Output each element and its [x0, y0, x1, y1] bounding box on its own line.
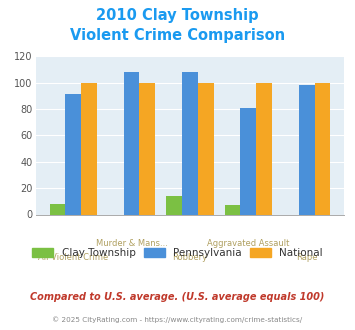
Bar — [225, 205, 240, 214]
Text: All Violent Crime: All Violent Crime — [38, 253, 108, 262]
Bar — [182, 72, 198, 215]
Text: Robbery: Robbery — [173, 253, 207, 262]
Text: Compared to U.S. average. (U.S. average equals 100): Compared to U.S. average. (U.S. average … — [30, 292, 325, 302]
Legend: Clay Township, Pennsylvania, National: Clay Township, Pennsylvania, National — [28, 244, 327, 262]
Bar — [140, 82, 155, 214]
Bar — [124, 72, 140, 215]
Bar — [166, 196, 182, 214]
Text: Rape: Rape — [296, 253, 317, 262]
Bar — [240, 108, 256, 214]
Text: 2010 Clay Township: 2010 Clay Township — [96, 8, 259, 23]
Bar — [299, 85, 315, 214]
Text: Murder & Mans...: Murder & Mans... — [95, 240, 168, 248]
Text: © 2025 CityRating.com - https://www.cityrating.com/crime-statistics/: © 2025 CityRating.com - https://www.city… — [53, 317, 302, 323]
Bar — [198, 82, 214, 214]
Text: Violent Crime Comparison: Violent Crime Comparison — [70, 28, 285, 43]
Bar — [315, 82, 330, 214]
Bar — [50, 204, 65, 214]
Text: Aggravated Assault: Aggravated Assault — [207, 240, 289, 248]
Bar — [65, 94, 81, 214]
Bar — [256, 82, 272, 214]
Bar — [81, 82, 97, 214]
